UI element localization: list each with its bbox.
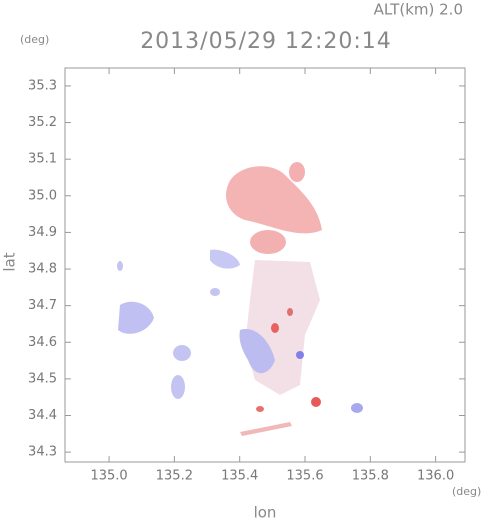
plot-frame [64,67,466,463]
y-tick-label: 35.3 [28,78,57,93]
y-tick-label: 34.9 [28,225,57,240]
echo-region [173,345,191,361]
echo-region [351,403,363,413]
x-tick-label: 135.8 [352,469,389,484]
y-tick-label: 34.4 [28,408,57,423]
y-tick-label: 34.7 [28,298,57,313]
echo-region [250,230,286,254]
y-tick-label: 34.3 [28,445,57,460]
y-tick-label: 34.8 [28,262,57,277]
x-tick-label: 135.2 [156,469,193,484]
x-tick-label: 136.0 [417,469,454,484]
echo-region [271,323,279,333]
echo-region [210,288,220,296]
echo-region [289,162,305,182]
echo-region [240,422,292,436]
echo-region [296,351,304,359]
y-axis-label: lat [1,252,19,271]
x-axis-label: lon [254,504,277,521]
y-unit: (deg) [20,33,49,46]
echo-region [256,406,264,412]
echo-region [117,261,123,271]
y-tick-label: 35.0 [28,188,57,203]
echo-region [287,308,293,316]
x-unit: (deg) [452,485,481,498]
radar-echoes [117,162,363,436]
y-tick-label: 35.1 [28,152,57,167]
echo-region [118,301,154,334]
echo-region [210,249,240,269]
chart-title: 2013/05/29 12:20:14 [140,29,392,54]
echo-region [245,260,320,395]
x-tick-label: 135.4 [221,469,258,484]
echo-region [311,397,321,407]
echo-region [239,329,275,374]
y-tick-label: 34.6 [28,335,57,350]
x-tick-label: 135.0 [90,469,127,484]
echo-region [171,375,185,399]
y-tick-label: 35.2 [28,115,57,130]
altitude-label: ALT(km) 2.0 [374,1,463,19]
y-tick-label: 34.5 [28,371,57,386]
x-tick-label: 135.6 [286,469,323,484]
echo-region [225,166,322,234]
